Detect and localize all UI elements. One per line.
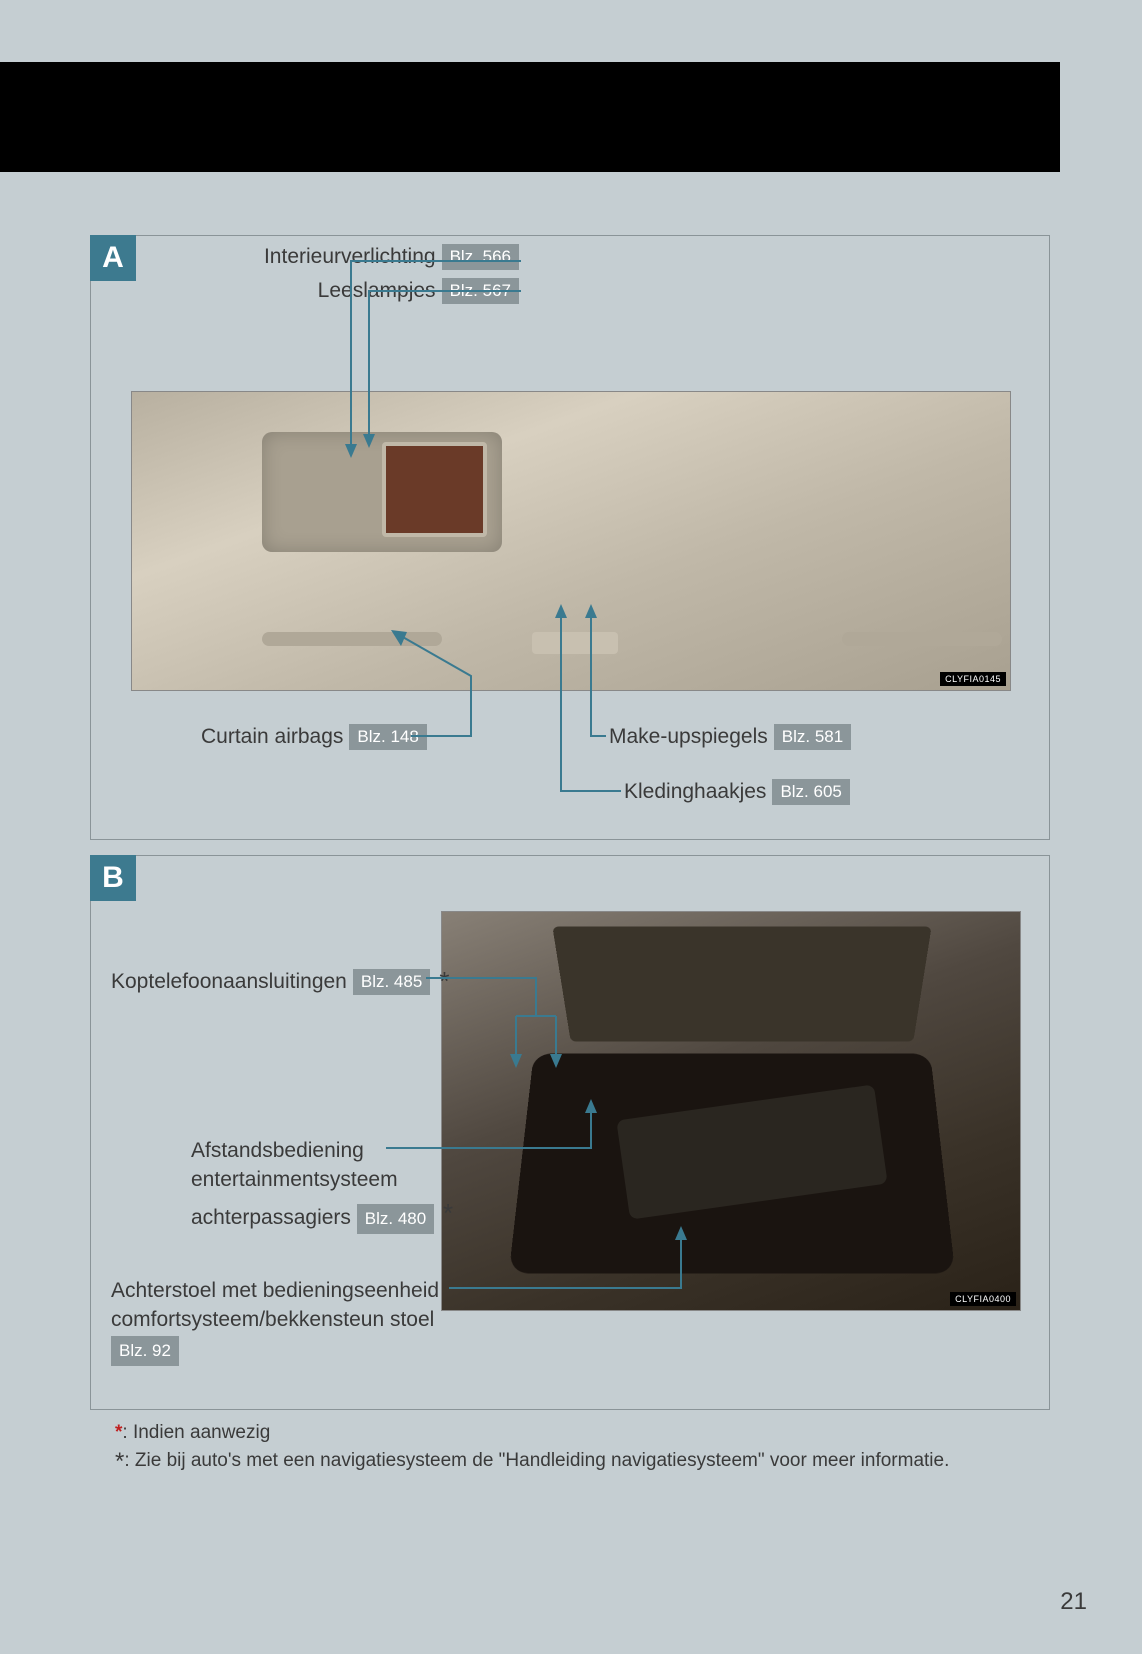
page-ref[interactable]: Blz. 605 bbox=[772, 779, 849, 805]
top-black-bar bbox=[0, 62, 1060, 172]
page-number: 21 bbox=[1060, 1588, 1087, 1616]
callout-label-text: Achterstoel met bedieningseenheid bbox=[111, 1276, 439, 1305]
page-ref[interactable]: Blz. 566 bbox=[442, 244, 519, 270]
page-ref[interactable]: Blz. 480 bbox=[357, 1204, 434, 1234]
panel-b: B CLYFIA0400 Koptelefoonaansluitingen Bl… bbox=[90, 855, 1050, 1410]
photo-a-watermark: CLYFIA0145 bbox=[940, 672, 1006, 686]
page-ref[interactable]: Blz. 567 bbox=[442, 278, 519, 304]
footnote-1: *: Indien aanwezig bbox=[115, 1422, 270, 1444]
callout-label-text: Make-upspiegels bbox=[609, 725, 768, 749]
asterisk-icon: * bbox=[439, 966, 449, 997]
callout-curtain-airbags: Curtain airbags Blz. 148 bbox=[201, 724, 427, 750]
asterisk-icon: * bbox=[443, 1198, 453, 1228]
footnote-text: : Zie bij auto's met een navigatiesystee… bbox=[124, 1450, 949, 1471]
callout-label-text: Leeslampjes bbox=[318, 279, 436, 303]
callout-headphone-jacks: Koptelefoonaansluitingen Blz. 485 * bbox=[111, 966, 449, 997]
footnote-2: *: Zie bij auto's met een navigatiesyste… bbox=[115, 1448, 949, 1476]
photo-ceiling-render bbox=[132, 392, 1010, 690]
section-letter-a: A bbox=[90, 235, 136, 281]
photo-console: CLYFIA0400 bbox=[441, 911, 1021, 1311]
photo-console-render bbox=[442, 912, 1020, 1310]
asterisk-icon: * bbox=[115, 1448, 124, 1475]
footnote-text: : Indien aanwezig bbox=[122, 1422, 270, 1443]
callout-clothes-hooks: Kledinghaakjes Blz. 605 bbox=[624, 779, 850, 805]
callout-label-text: Curtain airbags bbox=[201, 725, 343, 749]
callout-label-text: Afstandsbediening bbox=[191, 1136, 453, 1165]
page-ref[interactable]: Blz. 148 bbox=[349, 724, 426, 750]
page-ref[interactable]: Blz. 92 bbox=[111, 1336, 179, 1366]
callout-vanity-mirrors: Make-upspiegels Blz. 581 bbox=[609, 724, 851, 750]
page-ref[interactable]: Blz. 581 bbox=[774, 724, 851, 750]
photo-b-watermark: CLYFIA0400 bbox=[950, 1292, 1016, 1306]
callout-label-text: Kledinghaakjes bbox=[624, 780, 766, 804]
callout-label-text: Interieurverlichting bbox=[264, 245, 436, 269]
callout-label-text: entertainmentsysteem bbox=[191, 1165, 453, 1194]
callout-remote-control: Afstandsbediening entertainmentsysteem a… bbox=[191, 1136, 453, 1234]
callout-label-text: comfortsysteem/bekkensteun stoel bbox=[111, 1305, 439, 1334]
photo-ceiling: CLYFIA0145 bbox=[131, 391, 1011, 691]
callout-label-text: Koptelefoonaansluitingen bbox=[111, 970, 347, 994]
page-ref[interactable]: Blz. 485 bbox=[353, 969, 430, 995]
callout-label-text: achterpassagiers bbox=[191, 1206, 351, 1229]
callout-interior-light: Interieurverlichting Blz. 566 bbox=[264, 244, 519, 270]
panel-a: A CLYFIA0145 Interieurverlichting Blz. 5… bbox=[90, 235, 1050, 840]
section-letter-b: B bbox=[90, 855, 136, 901]
callout-reading-lamps: Leeslampjes Blz. 567 bbox=[318, 278, 519, 304]
callout-rear-seat-controls: Achterstoel met bedieningseenheid comfor… bbox=[111, 1276, 439, 1366]
